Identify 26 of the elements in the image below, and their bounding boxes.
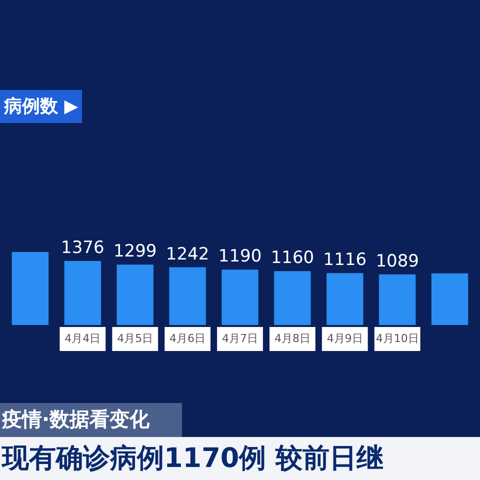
data-label: 1242 [166,244,210,264]
bar [169,267,206,325]
bar [222,270,258,325]
x-tick-label: 4月6日 [170,332,206,345]
bar [378,274,416,325]
data-label: 1190 [218,246,262,267]
data-label: 1089 [376,251,419,272]
bar [64,261,102,325]
data-label: 1299 [113,242,157,262]
chart-title: 病例数 ▶ [3,96,78,117]
x-tick-label: 4月5日 [117,332,154,345]
bar [326,273,364,325]
data-label: 1160 [270,248,314,268]
bar [274,271,311,325]
text: 现有确诊病例1170例 较前日继 [1,443,384,474]
bar [431,273,468,325]
text: 疫情·数据看变化 [1,407,151,431]
x-tick-label: 4月9日 [326,332,363,345]
x-tick-label: 4月10日 [376,332,419,345]
bar [12,252,49,325]
x-tick-label: 4月4日 [64,332,101,345]
data-label: 1376 [61,238,104,258]
x-tick-label: 4月8日 [274,332,310,345]
x-tick-label: 4月7日 [222,332,258,345]
data-label: 1116 [323,250,367,270]
bar [116,264,154,325]
